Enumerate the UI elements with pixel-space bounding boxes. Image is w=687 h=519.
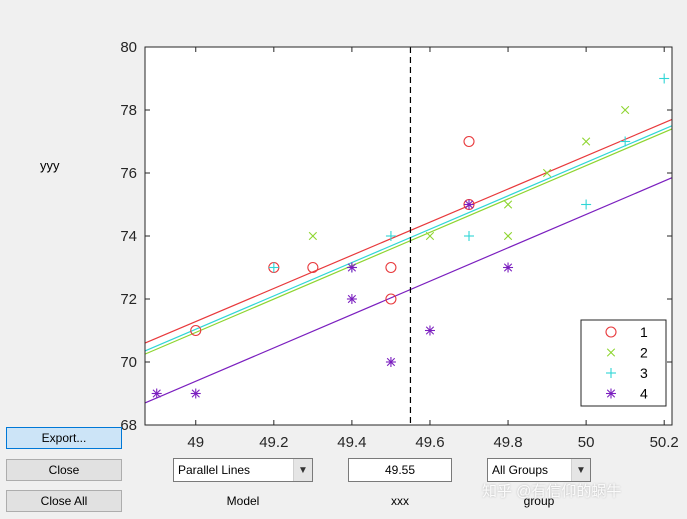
- legend-marker-3: [606, 368, 616, 378]
- close-button[interactable]: Close: [6, 459, 122, 481]
- data-point-group-2: [425, 231, 435, 241]
- data-point-group-3: [659, 73, 670, 84]
- data-point-group-3: [385, 231, 396, 241]
- legend-marker-1: [605, 326, 617, 338]
- x-tick-label: 50: [578, 434, 595, 451]
- group-select-value: All Groups: [492, 463, 549, 477]
- data-point-group-4: [151, 388, 162, 399]
- fit-line-2: [144, 128, 673, 355]
- close-all-button[interactable]: Close All: [6, 490, 122, 512]
- watermark: 知乎 @有信仰的蜗牛: [482, 483, 622, 500]
- legend-marker-2: [606, 348, 616, 357]
- y-tick-label: 80: [120, 39, 137, 56]
- legend-label: 1: [640, 324, 648, 340]
- x-tick-label: 50.2: [650, 434, 679, 451]
- data-point-group-4: [190, 388, 201, 399]
- data-point-group-1: [190, 324, 202, 337]
- y-tick-label: 68: [120, 417, 137, 434]
- data-point-group-3: [581, 199, 592, 210]
- data-point-group-2: [621, 105, 630, 115]
- model-caption: Model: [226, 494, 260, 508]
- data-point-group-2: [503, 231, 513, 241]
- data-point-group-3: [464, 231, 475, 241]
- x-tick-label: 49.6: [415, 434, 444, 451]
- data-point-group-4: [424, 325, 435, 336]
- data-point-group-2: [581, 137, 591, 146]
- fit-line-3: [144, 125, 673, 352]
- xxx-caption: xxx: [391, 494, 409, 508]
- y-axis-label: yyy: [40, 158, 60, 173]
- x-tick-label: 49.8: [493, 434, 522, 451]
- y-tick-label: 76: [120, 165, 137, 182]
- group-caption: group: [523, 494, 555, 508]
- fit-line-1: [144, 118, 673, 344]
- model-select-value: Parallel Lines: [178, 463, 251, 477]
- legend-box: [580, 319, 667, 407]
- data-point-group-4: [385, 357, 396, 367]
- data-point-group-1: [463, 135, 475, 148]
- group-select[interactable]: All Groups ▼: [487, 458, 591, 482]
- data-point-group-1: [307, 261, 319, 274]
- data-point-group-4: [346, 294, 357, 304]
- legend-marker-4: [606, 388, 616, 399]
- x-tick-label: 49.4: [337, 434, 366, 451]
- data-point-group-3: [268, 262, 279, 273]
- chevron-down-icon[interactable]: ▼: [293, 459, 312, 481]
- y-tick-label: 74: [120, 228, 137, 245]
- x-tick-label: 49.2: [259, 434, 288, 451]
- data-point-group-1: [385, 293, 397, 305]
- data-point-group-3: [620, 136, 631, 147]
- legend-label: 4: [640, 386, 648, 402]
- export-button[interactable]: Export...: [6, 427, 122, 449]
- data-point-group-2: [503, 200, 513, 209]
- data-point-group-2: [542, 168, 552, 178]
- x-tick-label: 49: [187, 434, 204, 451]
- legend-label: 2: [640, 345, 648, 361]
- data-point-group-1: [385, 261, 397, 274]
- xxx-input[interactable]: 49.55: [348, 458, 452, 482]
- data-point-group-4: [346, 262, 357, 273]
- data-point-group-4: [464, 199, 475, 210]
- y-tick-label: 70: [120, 354, 137, 371]
- model-select[interactable]: Parallel Lines ▼: [173, 458, 313, 482]
- chevron-down-icon[interactable]: ▼: [571, 459, 590, 481]
- legend-label: 3: [640, 365, 648, 381]
- y-tick-label: 72: [120, 291, 137, 308]
- y-tick-label: 78: [120, 102, 137, 119]
- data-point-group-2: [308, 231, 317, 241]
- fit-line-4: [144, 177, 673, 404]
- data-point-group-4: [503, 262, 514, 273]
